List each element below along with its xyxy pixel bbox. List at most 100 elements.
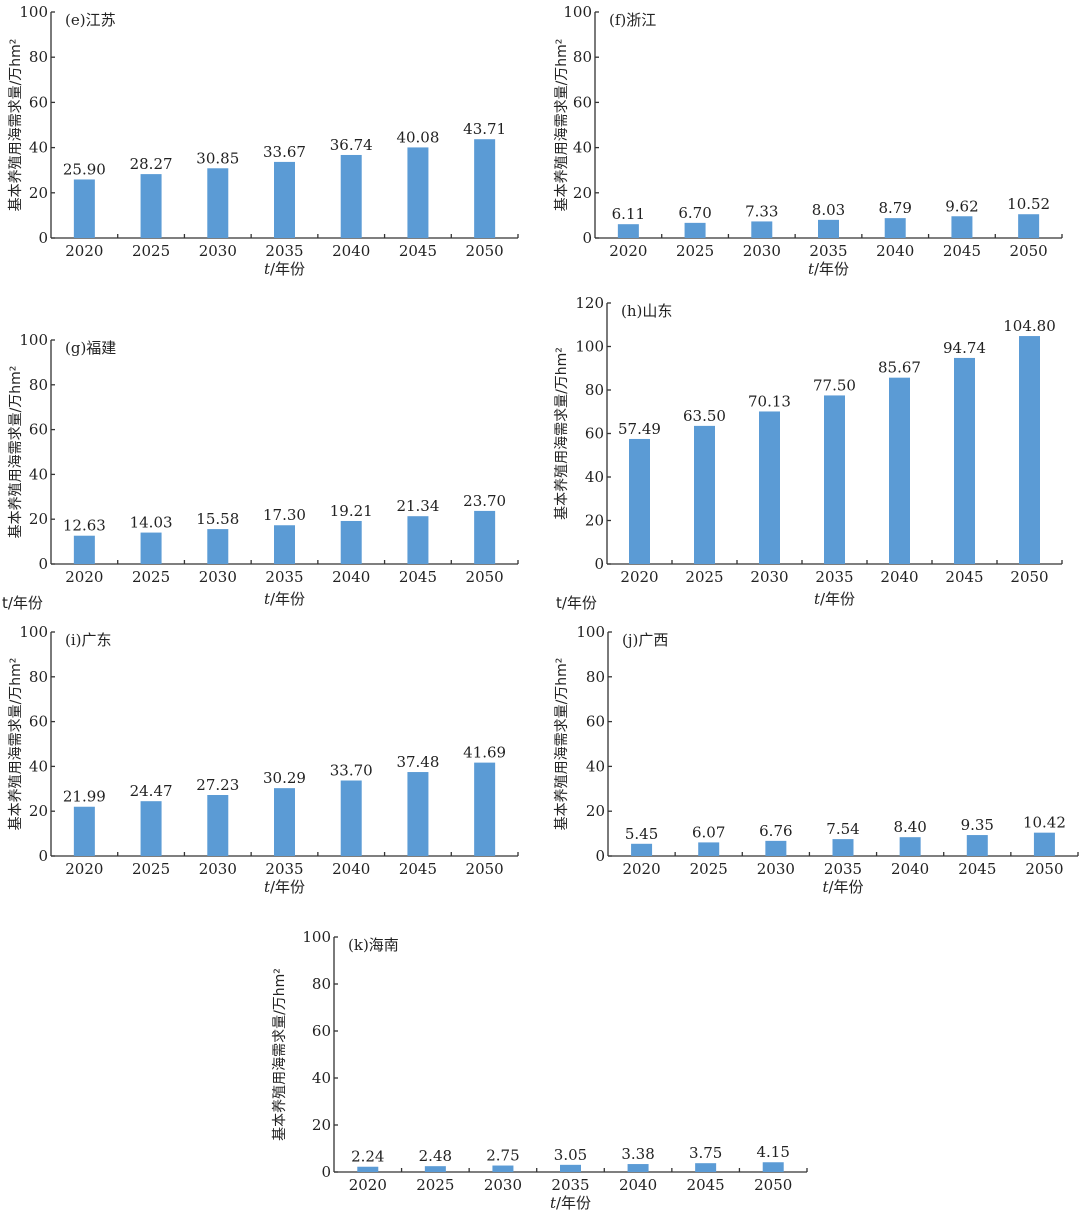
bar-value-label: 10.42 (1023, 814, 1066, 832)
y-tick-label: 20 (29, 802, 48, 820)
y-tick-label: 20 (29, 510, 48, 528)
x-tick-label: 2025 (416, 1176, 454, 1194)
y-tick-label: 0 (321, 1163, 331, 1181)
panel-i-guangdong: 02040608010021.99202024.47202527.2320303… (7, 623, 519, 896)
bar-2050 (1019, 336, 1040, 564)
bar-value-label: 30.85 (196, 149, 239, 167)
x-axis-title: t/年份 (808, 260, 849, 278)
panel-j-guangxi: 0204060801005.4520206.0720256.7620307.54… (553, 623, 1079, 896)
bar-value-label: 21.34 (396, 497, 439, 515)
bar-2040 (627, 1164, 649, 1172)
bar-2035 (832, 839, 854, 856)
x-tick-label: 2040 (891, 860, 929, 878)
x-tick-label: 2035 (265, 568, 303, 586)
bar-2025 (140, 532, 162, 564)
bar-2030 (207, 795, 229, 856)
x-tick-label: 2025 (132, 860, 170, 878)
bar-value-label: 9.35 (961, 816, 994, 834)
bar-2030 (207, 529, 229, 564)
y-tick-label: 100 (19, 623, 48, 641)
bar-value-label: 33.70 (330, 762, 373, 780)
x-tick-label: 2025 (685, 568, 723, 586)
bar-value-label: 37.48 (396, 753, 439, 771)
panel-h-shandong: 02040608010012057.49202063.50202570.1320… (553, 294, 1063, 608)
y-tick-label: 80 (29, 376, 48, 394)
bar-2045 (951, 216, 973, 238)
bar-value-label: 57.49 (618, 420, 661, 438)
x-tick-label: 2045 (399, 568, 437, 586)
y-tick-label: 100 (19, 3, 48, 21)
bar-2025 (694, 425, 715, 564)
y-axis-title: 基本养殖用海需求量/万hm² (553, 347, 570, 520)
y-tick-label: 100 (576, 623, 605, 641)
x-tick-label: 2025 (676, 242, 714, 260)
bar-value-label: 19.21 (330, 502, 373, 520)
bar-2040 (889, 377, 910, 564)
y-tick-label: 0 (594, 555, 604, 573)
bar-2045 (407, 147, 429, 238)
y-tick-label: 20 (585, 512, 604, 530)
bar-value-label: 30.29 (263, 769, 306, 787)
bar-value-label: 15.58 (196, 510, 239, 528)
bar-2020 (73, 179, 95, 238)
bar-value-label: 85.67 (878, 359, 921, 377)
bar-2040 (884, 218, 906, 238)
x-tick-label: 2040 (619, 1176, 657, 1194)
bar-value-label: 8.03 (812, 201, 845, 219)
bar-value-label: 6.11 (612, 205, 645, 223)
bar-2035 (274, 161, 295, 238)
panel-g-fujian: 02040608010012.63202014.03202515.5820301… (7, 331, 519, 608)
bar-value-label: 94.74 (943, 339, 986, 357)
bar-2050 (474, 762, 496, 856)
x-tick-label: 2020 (65, 242, 103, 260)
x-axis-title: t/年份 (264, 260, 305, 278)
panel-title: (g)福建 (65, 339, 116, 357)
bar-2030 (207, 168, 229, 238)
y-tick-label: 20 (29, 184, 48, 202)
y-tick-label: 40 (29, 757, 48, 775)
bar-2020 (631, 843, 653, 856)
bar-2035 (560, 1164, 581, 1172)
x-tick-label: 2045 (399, 242, 437, 260)
bar-2050 (1033, 832, 1055, 856)
bar-2035 (824, 395, 845, 564)
y-tick-label: 100 (19, 331, 48, 349)
x-tick-label: 2050 (466, 242, 504, 260)
y-tick-label: 20 (573, 184, 592, 202)
x-tick-label: 2030 (199, 242, 237, 260)
bar-2050 (474, 510, 496, 564)
y-tick-label: 80 (312, 975, 331, 993)
x-tick-label: 2040 (880, 568, 918, 586)
bar-2045 (407, 772, 429, 856)
x-tick-label: 2040 (332, 568, 370, 586)
y-tick-label: 0 (595, 847, 605, 865)
x-tick-label: 2050 (466, 860, 504, 878)
bar-value-label: 27.23 (196, 776, 239, 794)
x-tick-label: 2050 (1010, 568, 1048, 586)
y-tick-label: 0 (38, 555, 48, 573)
x-tick-label: 2045 (687, 1176, 725, 1194)
bar-2020 (73, 806, 95, 856)
bar-value-label: 77.50 (813, 376, 856, 394)
x-tick-label: 2035 (265, 860, 303, 878)
bar-value-label: 2.48 (419, 1147, 452, 1165)
bar-2025 (698, 842, 720, 856)
x-tick-label: 2030 (743, 242, 781, 260)
y-tick-label: 40 (586, 757, 605, 775)
x-tick-label: 2050 (1025, 860, 1063, 878)
x-tick-label: 2020 (65, 568, 103, 586)
x-tick-label: 2035 (809, 242, 847, 260)
y-axis-title: 基本养殖用海需求量/万hm² (553, 39, 570, 212)
y-tick-label: 60 (29, 713, 48, 731)
y-tick-label: 100 (575, 338, 604, 356)
panel-title: (j)广西 (622, 631, 668, 649)
x-tick-label: 2025 (132, 242, 170, 260)
panel-title: (f)浙江 (609, 11, 656, 29)
y-tick-label: 40 (29, 465, 48, 483)
bar-value-label: 14.03 (130, 514, 173, 532)
bar-2020 (629, 438, 650, 564)
bar-2035 (274, 788, 295, 856)
bar-value-label: 5.45 (625, 825, 658, 843)
x-tick-label: 2050 (1010, 242, 1048, 260)
